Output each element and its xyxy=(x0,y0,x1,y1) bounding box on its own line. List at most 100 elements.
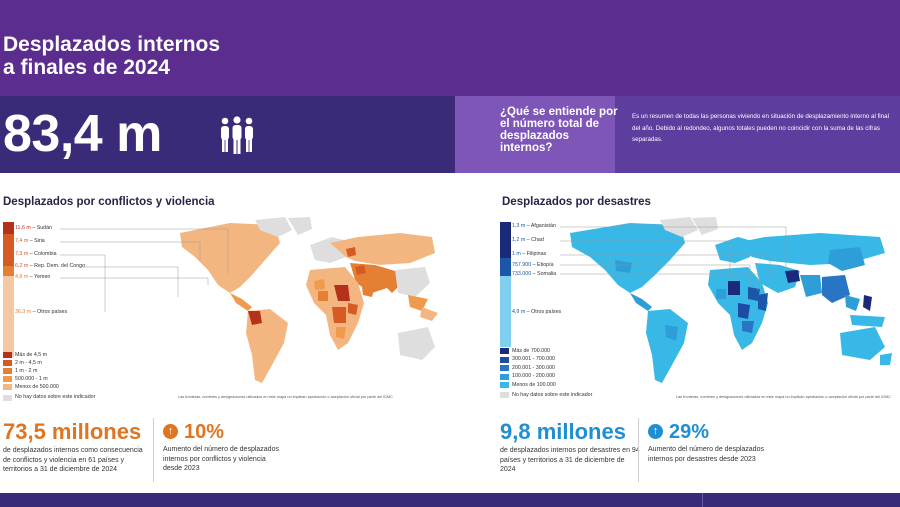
syria-region xyxy=(355,265,366,275)
conflict-legend-item: 500.000 - 1 m xyxy=(3,375,95,383)
ethiopia-region xyxy=(748,287,760,301)
disaster-legend-label: 300.001 - 700.000 xyxy=(512,356,556,363)
disaster-section-title: Desplazados por desastres xyxy=(502,196,651,208)
disaster-rank-seg-2 xyxy=(500,234,511,246)
conflict-rank-6-value: 36,3 m xyxy=(15,309,32,315)
disaster-legend-item: Menos de 100.000 xyxy=(500,381,592,390)
afghanistan-region xyxy=(785,270,800,283)
conflict-legend-swatch xyxy=(3,368,12,374)
disaster-legend-label: Más de 700.000 xyxy=(512,347,550,354)
up-arrow-icon: ↑ xyxy=(648,424,663,439)
conflict-rank-seg-4 xyxy=(3,254,14,266)
disaster-rank-5-country: Somalia xyxy=(537,271,557,277)
conflict-legend-item: Más de 4,5 m xyxy=(3,351,95,359)
conflict-legend-swatch xyxy=(3,360,12,366)
conflict-rank-2-value: 7,4 m xyxy=(15,238,29,244)
conflict-rank-3-value: 7,3 m xyxy=(15,251,29,257)
disaster-legend-swatch xyxy=(500,365,509,372)
conflict-legend-label: No hay datos sobre este indicador xyxy=(15,394,96,400)
conflict-rank-5-country: Yemen xyxy=(34,274,51,280)
conflict-rank-6-country: Otros países xyxy=(37,309,68,315)
disaster-rank-2-country: Chad xyxy=(531,237,544,243)
conflict-legend-swatch xyxy=(3,384,12,390)
disaster-legend-label: 100.000 - 200.000 xyxy=(512,373,556,380)
disaster-rank-seg-4 xyxy=(500,258,511,267)
chad-region xyxy=(728,281,740,295)
conflict-divider xyxy=(153,418,154,482)
definition-question: ¿Qué se entiende por el número total de … xyxy=(500,106,618,154)
conflict-section-title: Desplazados por conflictos y violencia xyxy=(3,196,215,208)
disaster-world-map xyxy=(570,217,892,383)
page-title: Desplazados internos a finales de 2024 xyxy=(3,33,363,79)
conflict-leader-lines xyxy=(60,228,229,312)
conflict-rank-5-value: 4,8 m xyxy=(15,274,29,280)
disaster-rank-3-country: Filipinas xyxy=(526,251,547,257)
conflict-legend-swatch xyxy=(3,394,12,401)
conflict-legend-item: 1 m - 2 m xyxy=(3,367,95,375)
yemen-region xyxy=(362,287,374,297)
disaster-map-note: Las fronteras, nombres y designaciones u… xyxy=(676,395,891,399)
conflict-legend-label: Más de 4,5 m xyxy=(15,351,48,358)
definition-band xyxy=(615,96,900,173)
conflict-legend: Más de 4,5 m 2 m - 4,5 m 1 m - 2 m 500.0… xyxy=(3,351,95,402)
question-band xyxy=(455,96,615,173)
disaster-rank-seg-6 xyxy=(500,276,511,347)
footer-bar xyxy=(0,493,900,507)
somalia-region xyxy=(758,293,768,311)
conflict-rank-seg-2 xyxy=(3,234,14,244)
conflict-pct-value: 10% xyxy=(184,421,225,443)
conflict-legend-label: 500.000 - 1 m xyxy=(15,375,48,382)
conflict-rank-1: 11,6 m – Sudán xyxy=(15,225,53,231)
title-line-2: a finales de 2024 xyxy=(3,56,170,79)
conflict-stat-value: 73,5 millones xyxy=(3,419,142,444)
conflict-pct-text: Aumento del número de desplazados intern… xyxy=(163,446,279,472)
disaster-legend-item: 200.001 - 300.000 xyxy=(500,364,592,373)
disaster-rank-6: 4,9 m – Otros países xyxy=(512,309,562,315)
disaster-rank-5: 733.000 – Somalia xyxy=(512,271,557,277)
disaster-rank-4: 757.900 – Etiopía xyxy=(512,262,554,268)
disaster-rank-4-country: Etiopía xyxy=(537,262,554,268)
conflict-legend-label: 2 m - 4,5 m xyxy=(15,359,42,366)
conflict-rank-4-value: 6,2 m xyxy=(15,263,29,269)
disaster-rank-1: 1,3 m – Afganistán xyxy=(512,223,556,229)
header-banner xyxy=(0,0,900,96)
disaster-legend-swatch xyxy=(500,373,509,380)
disaster-legend-item: No hay datos sobre este indicador xyxy=(500,391,592,400)
footer-divider xyxy=(702,493,703,507)
total-idp-value: 83,4 m xyxy=(3,105,162,163)
conflict-rank-1-value: 11,6 m xyxy=(15,225,31,231)
disaster-legend-swatch xyxy=(500,348,509,355)
disaster-legend-swatch xyxy=(500,382,509,389)
disaster-legend-item: Más de 700.000 xyxy=(500,347,592,356)
disaster-legend-label: No hay datos sobre este indicador xyxy=(512,391,593,398)
conflict-rank-4-country: Rep. Dem. del Congo xyxy=(34,263,86,269)
disaster-rank-3-value: 1 m xyxy=(512,251,521,257)
disaster-legend-label: 200.001 - 300.000 xyxy=(512,364,556,371)
conflict-legend-swatch xyxy=(3,352,12,358)
title-line-1: Desplazados internos xyxy=(3,33,221,56)
conflict-ranking-bar xyxy=(3,222,14,357)
disaster-rank-seg-3 xyxy=(500,246,511,258)
disaster-legend-item: 100.000 - 200.000 xyxy=(500,373,592,382)
definition-text: Es un resumen de todas las personas vivi… xyxy=(632,113,889,143)
disaster-rank-6-value: 4,9 m xyxy=(512,309,526,315)
disaster-rank-seg-1 xyxy=(500,222,511,234)
disaster-rank-6-country: Otros países xyxy=(531,309,562,315)
conflict-legend-label: Menos de 500.000 xyxy=(15,383,59,390)
conflict-stat-text: de desplazados internos como consecuenci… xyxy=(3,447,143,473)
conflict-rank-seg-3 xyxy=(3,244,14,254)
disaster-rank-4-value: 757.900 xyxy=(512,262,532,268)
disaster-pct-text: Aumento del número de desplazados intern… xyxy=(648,446,764,463)
disaster-leader-lines xyxy=(560,226,787,291)
disaster-rank-2-value: 1,2 m xyxy=(512,237,526,243)
conflict-legend-item: Menos de 500.000 xyxy=(3,383,95,391)
disaster-pct-value: 29% xyxy=(669,421,710,443)
conflict-rank-1-country: Sudán xyxy=(36,225,53,231)
conflict-legend-item: 2 m - 4,5 m xyxy=(3,359,95,367)
conflict-rank-4: 6,2 m – Rep. Dem. del Congo xyxy=(15,263,86,269)
disaster-rank-3: 1 m – Filipinas xyxy=(512,251,547,257)
disaster-stat-value: 9,8 millones xyxy=(500,419,626,444)
disaster-ranking-bar xyxy=(500,222,511,347)
disaster-rank-2: 1,2 m – Chad xyxy=(512,237,544,243)
conflict-rank-seg-5 xyxy=(3,266,14,276)
